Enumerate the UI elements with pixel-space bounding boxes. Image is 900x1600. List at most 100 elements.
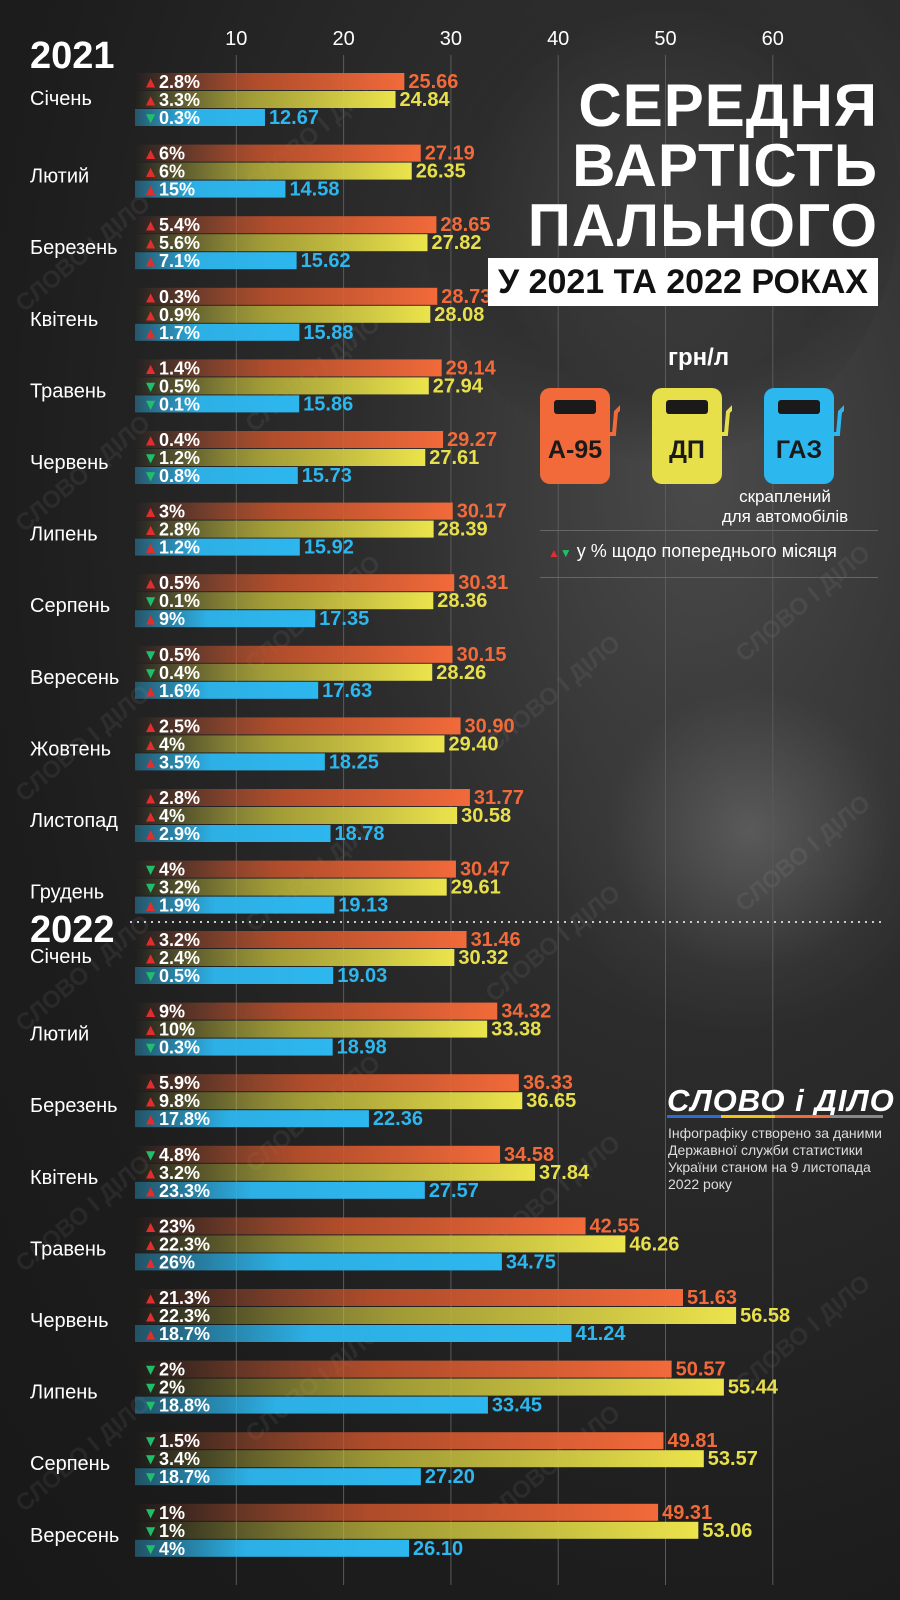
bar-a95 — [135, 359, 442, 377]
bar-dp — [135, 1020, 488, 1038]
up-triangle-icon: ▲ — [146, 1094, 156, 1108]
stripe-gray — [829, 1115, 883, 1118]
source-note: Інфографіку створено за даними Державної… — [668, 1125, 882, 1192]
up-triangle-icon: ▲ — [146, 433, 156, 447]
legend-a95-label: А-95 — [547, 436, 603, 464]
up-triangle-icon: ▲ — [146, 1327, 156, 1341]
change-label: 7.1% — [159, 251, 200, 271]
change-label: 2.8% — [159, 72, 200, 92]
change-label: 0.3% — [159, 108, 200, 128]
value-label-dp: 30.32 — [458, 947, 508, 969]
month-label: Травень — [30, 380, 106, 402]
value-label-a95: 28.73 — [441, 286, 491, 308]
up-triangle-icon: ▲ — [146, 899, 156, 913]
unit-label: грн/л — [668, 344, 730, 371]
down-triangle-icon: ▼ — [146, 1542, 156, 1556]
month-label: Жовтень — [30, 738, 111, 760]
legend-a95: А-95 — [540, 388, 632, 484]
bar-dp — [135, 878, 447, 896]
value-label-gas: 22.36 — [373, 1108, 423, 1130]
change-label: 3.5% — [159, 752, 200, 772]
month-label: Вересень — [30, 667, 119, 689]
legend-divider — [540, 577, 878, 578]
down-triangle-icon: ▼ — [146, 1399, 156, 1413]
up-triangle-icon: ▲ — [146, 684, 156, 698]
value-label-dp: 24.84 — [400, 89, 451, 111]
up-triangle-icon: ▲ — [146, 308, 156, 322]
value-label-a95: 28.65 — [440, 214, 490, 236]
down-triangle-icon: ▼ — [146, 1381, 156, 1395]
bar-dp — [135, 1235, 626, 1253]
up-triangle-icon: ▲ — [146, 361, 156, 375]
bar-dp — [135, 377, 429, 395]
down-triangle-icon: ▼ — [146, 111, 156, 125]
up-triangle-icon: ▲ — [146, 236, 156, 250]
change-label: 0.1% — [159, 591, 200, 611]
change-label: 3.4% — [159, 1449, 200, 1469]
value-label-gas: 17.35 — [319, 608, 369, 630]
change-label: 3.2% — [159, 1163, 200, 1183]
bar-gas — [135, 896, 335, 914]
change-label: 22.3% — [159, 1234, 210, 1254]
bar-gas — [135, 1253, 502, 1271]
bar-a95 — [135, 717, 461, 735]
change-legend-text: у % щодо попереднього місяця — [576, 541, 837, 561]
month-label: Липень — [30, 1382, 98, 1404]
up-triangle-icon: ▲ — [146, 1166, 156, 1180]
value-label-dp: 37.84 — [539, 1162, 590, 1184]
brand-logo-stripe — [667, 1115, 883, 1118]
value-label-a95: 34.32 — [501, 1001, 551, 1023]
value-label-dp: 29.61 — [451, 877, 501, 899]
bar-a95 — [135, 1074, 519, 1092]
up-triangle-icon: ▲ — [146, 290, 156, 304]
change-label: 1.2% — [159, 448, 200, 468]
up-triangle-icon: ▲ — [146, 809, 156, 823]
value-label-gas: 14.58 — [289, 179, 339, 201]
bar-gas — [135, 753, 325, 771]
up-triangle-icon: ▲ — [146, 147, 156, 161]
bar-a95 — [135, 1503, 659, 1521]
lpg-note-line-1: скраплений — [739, 487, 831, 506]
bar-dp — [135, 305, 431, 323]
month-label: Січень — [30, 946, 92, 968]
bar-a95 — [135, 1002, 498, 1020]
change-label: 4% — [159, 1539, 185, 1559]
month-label: Лютий — [30, 166, 89, 188]
bar-dp — [135, 1307, 737, 1324]
x-tick-label: 20 — [332, 28, 354, 50]
value-label-a95: 25.66 — [408, 71, 458, 93]
value-label-a95: 30.90 — [465, 715, 515, 737]
month-label: Серпень — [30, 1453, 110, 1475]
up-triangle-icon: ▲ — [146, 755, 156, 769]
value-label-gas: 41.24 — [576, 1323, 627, 1345]
change-label: 10% — [159, 1020, 195, 1040]
value-label-gas: 33.45 — [492, 1395, 542, 1417]
value-label-gas: 18.98 — [337, 1037, 387, 1059]
change-label: 6% — [159, 162, 185, 182]
change-label: 9% — [159, 1002, 185, 1022]
change-label: 1.4% — [159, 358, 200, 378]
up-triangle-icon: ▲ — [146, 523, 156, 537]
bar-gas — [135, 1181, 425, 1199]
month-label: Квітень — [30, 309, 98, 331]
up-triangle-icon: ▲ — [146, 541, 156, 555]
legend-divider — [540, 530, 878, 531]
change-label: 18.7% — [159, 1467, 210, 1487]
month-label: Березень — [30, 1095, 118, 1117]
bar-a95 — [135, 931, 467, 948]
value-label-a95: 30.47 — [460, 859, 510, 881]
up-triangle-icon: ▲ — [146, 576, 156, 590]
value-label-gas: 15.86 — [303, 393, 353, 415]
change-label: 0.5% — [159, 376, 200, 396]
value-label-a95: 30.17 — [457, 501, 507, 523]
bar-a95 — [135, 1432, 664, 1450]
x-tick-label: 60 — [762, 28, 784, 50]
change-label: 3% — [159, 502, 185, 522]
value-label-dp: 27.61 — [429, 447, 479, 469]
value-label-dp: 46.26 — [629, 1233, 679, 1255]
bar-gas — [135, 1539, 410, 1557]
bar-gas — [135, 1325, 572, 1342]
value-label-gas: 19.03 — [337, 965, 387, 987]
bar-dp — [135, 735, 445, 753]
value-label-a95: 51.63 — [687, 1287, 737, 1309]
